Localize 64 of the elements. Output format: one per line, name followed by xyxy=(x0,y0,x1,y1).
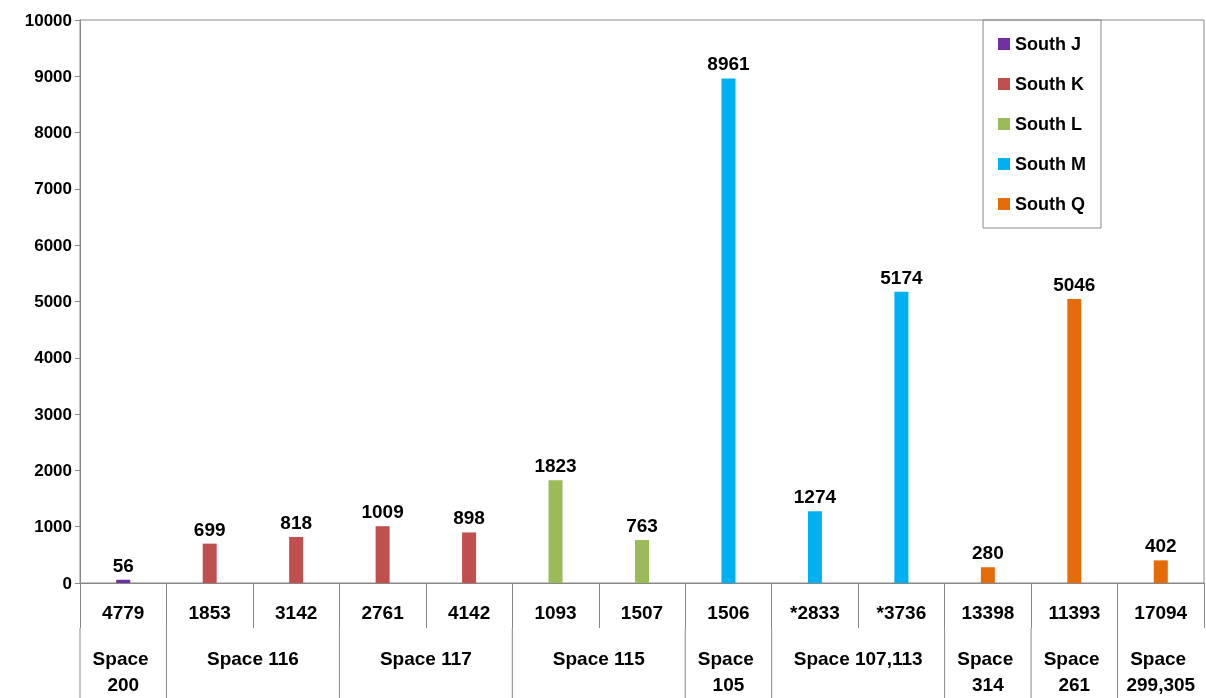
data-label: 402 xyxy=(1144,535,1177,557)
bar xyxy=(462,532,477,583)
bar xyxy=(721,78,736,583)
bar xyxy=(548,480,563,583)
bar xyxy=(116,579,131,583)
y-tick-label: 5000 xyxy=(34,292,72,311)
y-tick-label: 10000 xyxy=(24,10,72,30)
data-label: 699 xyxy=(193,518,226,540)
y-tick-label: 8000 xyxy=(34,123,72,143)
y-tick-label: 6000 xyxy=(34,235,72,255)
text: Space 200 xyxy=(92,647,154,695)
x-tick-label: 1093 xyxy=(534,602,577,623)
x-tick-label: 17094 xyxy=(1134,602,1188,623)
text: Space 116 xyxy=(206,647,299,669)
y-tick-label: 0 xyxy=(62,573,72,593)
x-tick-label: 1507 xyxy=(620,602,664,623)
data-label: 1009 xyxy=(361,501,404,523)
data-label: 763 xyxy=(626,515,658,537)
x-tick-label: 2761 xyxy=(361,602,405,623)
x-tick-label: 4779 xyxy=(102,602,145,623)
text: Space 299,305 xyxy=(1126,647,1196,695)
y-tick-label: 9000 xyxy=(34,66,72,86)
text: Space 107,113 xyxy=(793,647,923,669)
x-tick-label: 1506 xyxy=(707,602,750,623)
legend-label: South J xyxy=(1015,34,1082,54)
data-label: 1823 xyxy=(534,455,577,477)
legend-label: South Q xyxy=(1015,194,1086,214)
text: Space 314 xyxy=(957,647,1019,695)
bar xyxy=(375,526,390,583)
x-tick-label: *2833 xyxy=(790,602,840,623)
bar xyxy=(894,291,909,583)
bar xyxy=(635,540,649,583)
y-tick-label: 2000 xyxy=(34,460,72,480)
y-tick-label: 7000 xyxy=(34,179,72,199)
text: Space 117 xyxy=(379,647,472,669)
bar xyxy=(1153,560,1168,583)
y-tick-label: 4000 xyxy=(34,348,72,368)
text: Space 105 xyxy=(697,647,760,695)
data-label: 280 xyxy=(971,542,1004,564)
bar xyxy=(807,511,822,583)
data-label: 1274 xyxy=(793,486,837,508)
x-tick-label: 3142 xyxy=(275,602,318,623)
legend-label: South L xyxy=(1015,114,1083,134)
x-tick-label: *3736 xyxy=(876,602,927,623)
x-tick-label: 11393 xyxy=(1048,602,1101,623)
data-label: 56 xyxy=(112,554,134,576)
data-label: 5174 xyxy=(880,266,923,288)
bar xyxy=(202,543,217,583)
y-tick-label: 1000 xyxy=(34,517,72,537)
bar xyxy=(289,536,304,583)
text: Space 261 xyxy=(1043,647,1105,695)
legend-label: South M xyxy=(1015,154,1086,174)
x-tick-label: 4142 xyxy=(447,602,491,623)
data-label: 8961 xyxy=(707,53,751,75)
data-label: 898 xyxy=(453,507,485,529)
x-tick-label: 13398 xyxy=(961,602,1015,623)
bar xyxy=(980,567,995,583)
bar xyxy=(1067,298,1082,583)
x-tick-label: 1853 xyxy=(188,602,231,623)
data-label: 5046 xyxy=(1053,273,1096,295)
data-label: 818 xyxy=(280,511,313,533)
legend-label: South K xyxy=(1015,74,1085,94)
y-tick-label: 3000 xyxy=(34,404,72,424)
text: Space 115 xyxy=(552,647,646,669)
